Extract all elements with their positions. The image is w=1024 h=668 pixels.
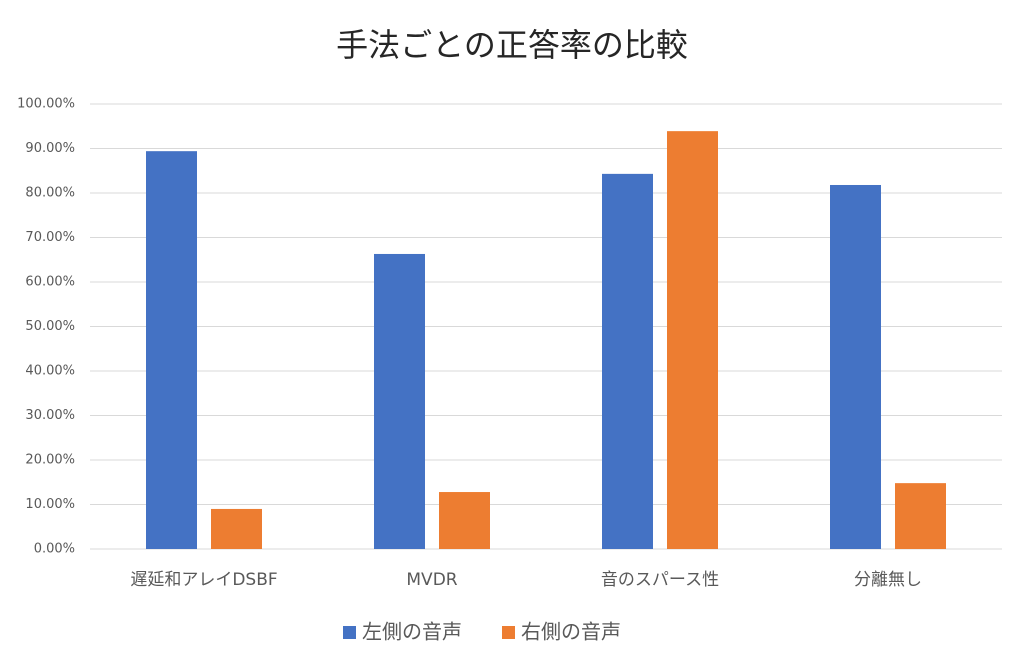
y-tick-label: 60.00% [25,275,75,290]
y-tick-label: 90.00% [25,141,75,156]
legend-swatch [343,626,356,639]
y-tick-label: 40.00% [25,364,75,379]
y-tick-label: 50.00% [25,319,75,334]
bar [146,151,197,550]
bar [895,483,946,549]
chart-title: 手法ごとの正答率の比較 [336,26,688,64]
y-tick-label: 10.00% [25,497,75,512]
x-tick-label: 音のスパース性 [601,570,719,590]
y-tick-label: 0.00% [34,542,75,557]
x-tick-label: 遅延和アレイDSBF [130,570,277,590]
bar [667,131,718,549]
bar [602,173,653,550]
legend-label: 左側の音声 [362,620,462,644]
x-tick-label: 分離無し [854,570,922,590]
y-tick-label: 20.00% [25,453,75,468]
y-tick-label: 30.00% [25,408,75,423]
y-tick-label: 100.00% [17,97,75,112]
legend-swatch [502,626,515,639]
y-tick-label: 80.00% [25,186,75,201]
x-tick-label: MVDR [406,570,457,590]
bar [830,184,881,550]
bar [374,253,425,549]
y-tick-label: 70.00% [25,230,75,245]
bar [439,492,490,549]
bar [211,508,262,549]
legend-label: 右側の音声 [521,620,621,644]
